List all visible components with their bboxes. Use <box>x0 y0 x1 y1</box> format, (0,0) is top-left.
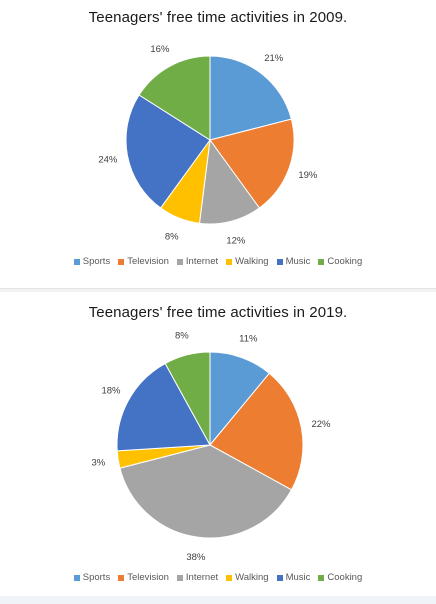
legend-item-music: Music <box>276 256 311 267</box>
data-label-music: 24% <box>98 154 118 165</box>
legend-item-sports: Sports <box>73 572 111 583</box>
data-label-television: 19% <box>298 170 318 181</box>
legend-item-walking: Walking <box>226 572 269 583</box>
pie-slice-cooking <box>138 55 211 141</box>
legend-label: Music <box>285 256 311 267</box>
legend-swatch <box>73 258 80 265</box>
legend-item-internet: Internet <box>176 572 219 583</box>
legend-swatch <box>276 574 283 581</box>
legend-swatch <box>226 574 233 581</box>
legend-swatch <box>318 574 325 581</box>
data-label-cooking: 16% <box>150 44 170 55</box>
pie-slice-music <box>116 362 211 452</box>
legend-item-cooking: Cooking <box>318 572 362 583</box>
legend-label: Internet <box>185 572 219 583</box>
pie-slice-music <box>125 94 211 209</box>
legend-label: Sports <box>82 256 111 267</box>
legend-label: Cooking <box>327 256 363 267</box>
data-label-sports: 21% <box>264 53 284 64</box>
chart-2009: Teenagers' free time activities in 2009.… <box>0 0 436 288</box>
legend-item-walking: Walking <box>226 256 269 267</box>
pie-slice-internet <box>119 444 293 539</box>
legend-swatch <box>176 258 183 265</box>
legend-item-cooking: Cooking <box>318 256 362 267</box>
bottom-strip <box>0 596 436 604</box>
legend-swatch <box>118 258 125 265</box>
data-label-internet: 12% <box>226 236 246 247</box>
legend-item-television: Television <box>118 256 169 267</box>
pie-slice-sports <box>209 55 292 141</box>
data-label-walking: 3% <box>92 458 106 469</box>
legend-label: Walking <box>235 572 269 583</box>
legend-label: Television <box>127 256 169 267</box>
pie-slice-cooking <box>164 351 211 446</box>
legend-label: Cooking <box>327 572 363 583</box>
chart-title: Teenagers' free time activities in 2019. <box>88 304 348 321</box>
legend-label: Sports <box>82 572 111 583</box>
chart-legend: Sports Television Internet Walking Music Cook… <box>0 572 436 583</box>
data-label-walking: 8% <box>165 232 179 243</box>
data-label-cooking: 8% <box>175 331 189 342</box>
data-label-music: 18% <box>101 386 121 397</box>
chart-title: Teenagers' free time activities in 2009. <box>88 9 348 26</box>
pie-slice-television <box>209 118 295 209</box>
pie-slice-internet <box>198 138 261 225</box>
chart-2019: Teenagers' free time activities in 2019.… <box>0 292 436 596</box>
legend-swatch <box>73 574 80 581</box>
legend-swatch <box>118 574 125 581</box>
legend-label: Music <box>285 572 311 583</box>
legend-label: Internet <box>185 256 219 267</box>
data-label-television: 22% <box>311 419 331 430</box>
legend-item-sports: Sports <box>73 256 111 267</box>
legend-swatch <box>276 258 283 265</box>
legend-label: Walking <box>235 256 269 267</box>
data-label-sports: 11% <box>239 334 258 345</box>
legend-item-internet: Internet <box>176 256 219 267</box>
legend-swatch <box>226 258 233 265</box>
pie-slice-television <box>209 372 304 491</box>
chart-legend: Sports Television Internet Walking Music Cook… <box>0 256 436 267</box>
legend-item-television: Television <box>118 572 169 583</box>
legend-swatch <box>176 574 183 581</box>
pie-chart-2009: 21% 19% 12% 8% 24% 16% <box>98 44 318 247</box>
data-label-internet: 38% <box>186 552 206 563</box>
legend-swatch <box>318 258 325 265</box>
legend-item-music: Music <box>276 572 311 583</box>
legend-label: Television <box>127 572 169 583</box>
pie-chart-2019: 11% 22% 38% 3% 18% 8% <box>92 331 332 564</box>
chart-divider <box>0 288 436 292</box>
